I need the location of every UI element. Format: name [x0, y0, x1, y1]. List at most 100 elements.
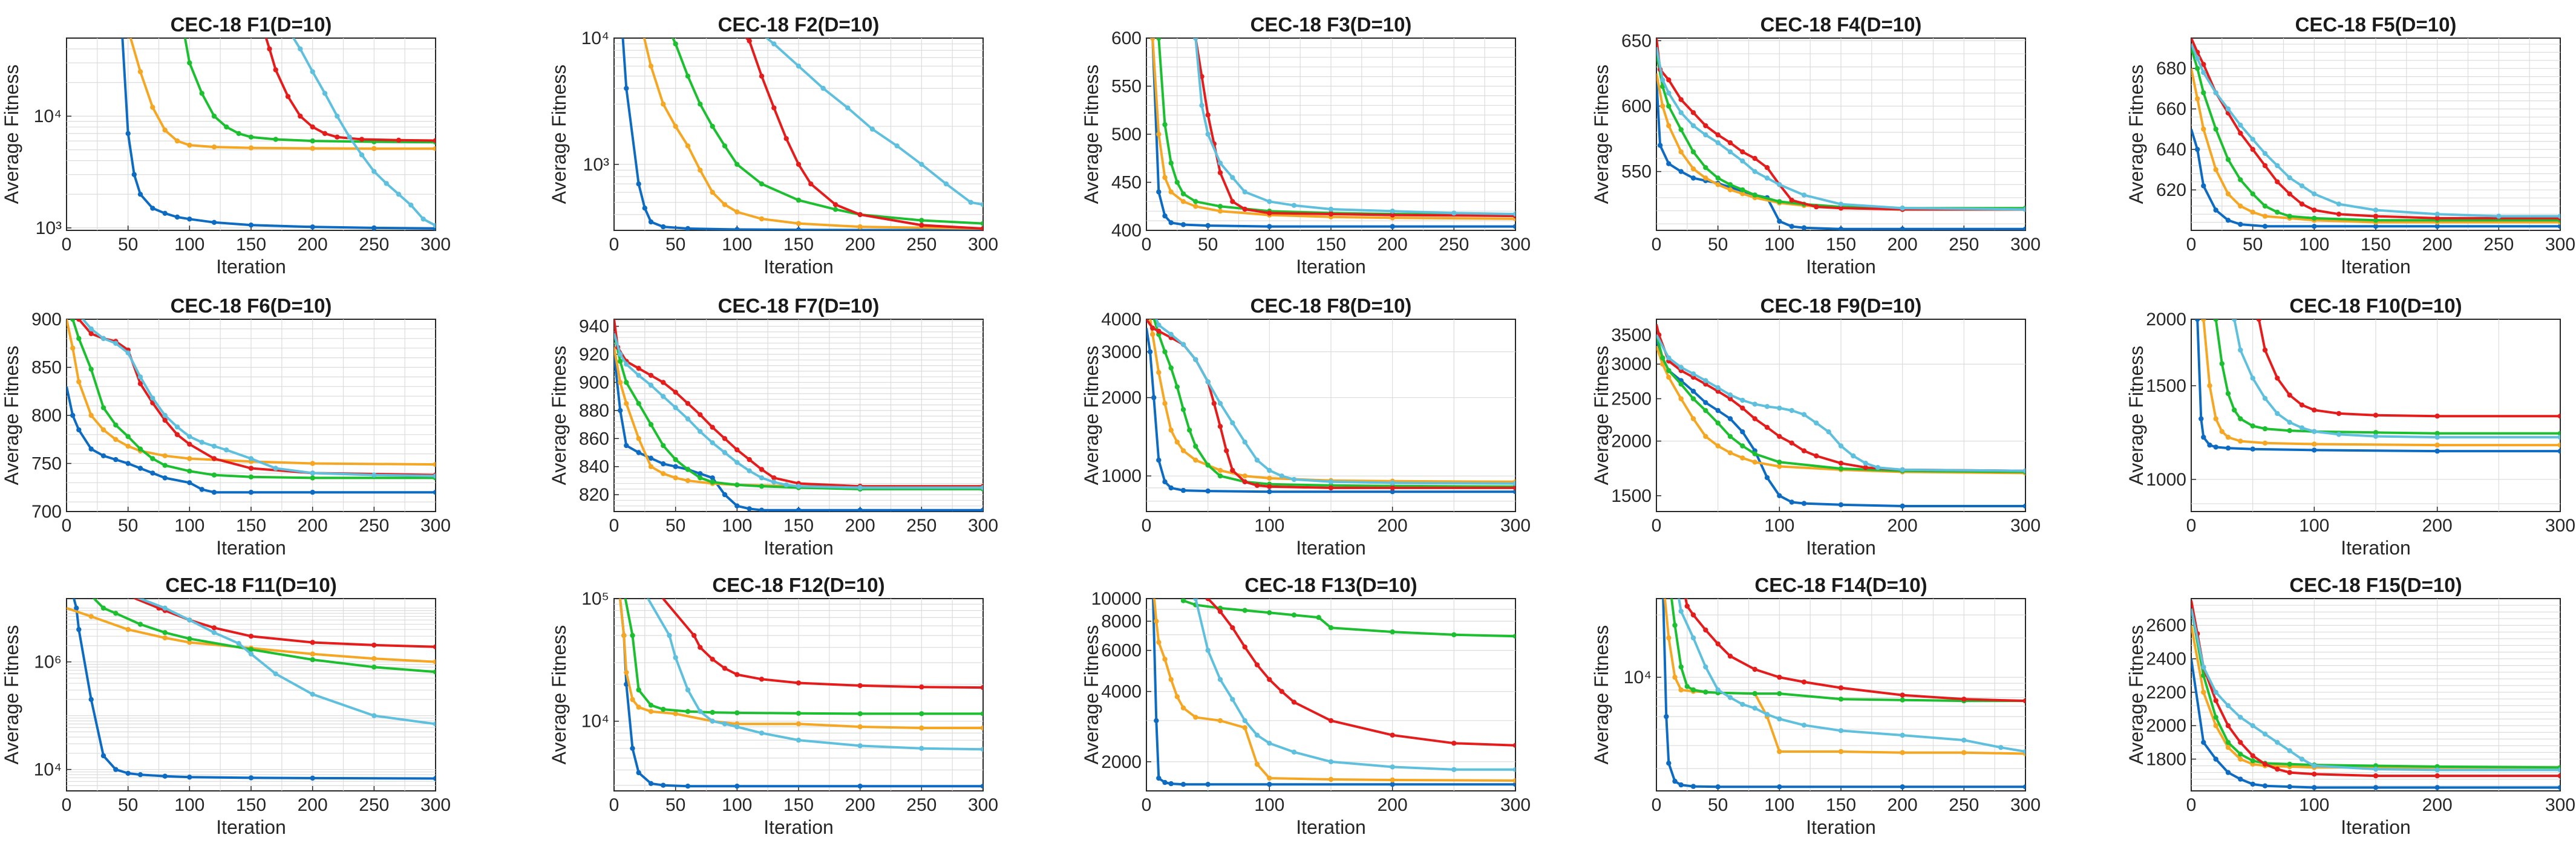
- data-point-orange: [1740, 191, 1745, 197]
- data-point-green: [2213, 715, 2218, 720]
- data-point-orange: [1180, 705, 1186, 711]
- data-point-green: [1660, 355, 1666, 361]
- data-point-cyan: [1764, 404, 1770, 409]
- series-line-orange: [2191, 625, 2560, 769]
- data-point-blue: [648, 219, 654, 225]
- data-point-red: [1230, 467, 1235, 473]
- data-point-cyan: [100, 336, 106, 341]
- data-point-orange: [1740, 455, 1745, 461]
- data-point-red: [1838, 460, 1844, 466]
- data-point-red: [1267, 677, 1272, 683]
- data-point-green: [1316, 615, 1321, 620]
- data-point-green: [685, 709, 691, 714]
- data-point-blue: [1154, 718, 1159, 724]
- chart-8: 0 100 200 300 1000 2000 3000 4000 Iteration Avera…: [1080, 294, 1531, 559]
- data-point-red: [211, 625, 217, 631]
- data-point-green: [832, 207, 839, 212]
- data-point-cyan: [869, 126, 875, 132]
- data-point-red: [2336, 212, 2342, 217]
- data-point-cyan: [1217, 401, 1223, 406]
- data-point-blue: [1205, 223, 1211, 229]
- y-tick-label: 2000: [2146, 716, 2186, 736]
- data-point-red: [1814, 204, 1819, 210]
- data-point-cyan: [1328, 206, 1334, 212]
- x-tick-label: 300: [2545, 516, 2575, 536]
- x-tick-label: 250: [1949, 235, 1979, 255]
- series-group: [67, 599, 436, 781]
- x-tick-label: 100: [1764, 235, 1794, 255]
- data-point-green: [2250, 758, 2255, 764]
- data-point-blue: [88, 697, 94, 703]
- data-point-orange: [1690, 416, 1696, 421]
- data-point-orange: [2262, 440, 2268, 446]
- data-point-cyan: [1961, 737, 1967, 743]
- data-point-cyan: [1660, 77, 1666, 83]
- data-point-orange: [125, 443, 131, 449]
- data-point-green: [371, 665, 377, 670]
- series-line-blue: [1151, 38, 1515, 228]
- data-point-cyan: [1205, 379, 1211, 385]
- data-point-green: [248, 646, 254, 652]
- data-point-green: [1715, 175, 1721, 181]
- x-tick-label: 150: [1316, 235, 1346, 255]
- data-point-green: [636, 401, 641, 406]
- y-tick-label: 940: [579, 317, 609, 337]
- x-tick-label: 0: [609, 795, 619, 815]
- data-point-red: [919, 684, 924, 690]
- x-axis-label: Iteration: [1296, 256, 1366, 278]
- data-point-cyan: [1801, 412, 1807, 417]
- data-point-cyan: [371, 169, 377, 174]
- data-point-orange: [1242, 725, 1247, 730]
- data-point-green: [734, 710, 740, 716]
- data-point-orange: [1961, 750, 1967, 755]
- data-point-green: [273, 137, 278, 142]
- data-point-green: [1291, 613, 1297, 618]
- data-point-cyan: [2312, 191, 2317, 197]
- data-point-green: [1752, 451, 1757, 457]
- y-tick-label: 2600: [2146, 616, 2186, 635]
- data-point-cyan: [199, 440, 204, 445]
- data-point-cyan: [685, 687, 691, 693]
- data-point-red: [1789, 198, 1794, 203]
- data-point-blue: [2262, 783, 2268, 788]
- data-point-blue: [1512, 489, 1515, 495]
- data-point-red: [310, 124, 315, 130]
- data-point-cyan: [1715, 385, 1721, 391]
- data-point-green: [1328, 625, 1334, 631]
- x-tick-label: 200: [298, 516, 328, 536]
- data-point-green: [1187, 427, 1192, 433]
- y-axis-label: Average Fitness: [1080, 65, 1102, 204]
- data-point-blue: [248, 775, 254, 781]
- x-tick-label: 300: [420, 795, 451, 815]
- series-group: [121, 38, 436, 230]
- x-tick-label: 200: [298, 235, 328, 255]
- data-point-cyan: [310, 69, 315, 74]
- data-point-red: [88, 331, 94, 336]
- series-line-green: [92, 599, 436, 674]
- data-point-cyan: [1254, 457, 1260, 463]
- data-point-red: [1801, 679, 1807, 685]
- x-tick-label: 250: [906, 516, 937, 536]
- data-point-cyan: [2201, 70, 2206, 76]
- data-point-red: [1199, 74, 1205, 79]
- x-axis-label: Iteration: [216, 537, 286, 559]
- x-axis-label: Iteration: [1806, 816, 1876, 838]
- data-point-red: [759, 677, 765, 682]
- data-point-green: [919, 218, 924, 223]
- y-tick-label: 10⁴: [34, 106, 62, 126]
- data-point-blue: [1764, 475, 1770, 481]
- data-point-green: [710, 710, 715, 715]
- y-tick-label: 3500: [1611, 325, 1652, 345]
- grid: [1656, 319, 2025, 512]
- data-point-green: [2275, 209, 2280, 215]
- data-point-orange: [796, 721, 802, 727]
- chart-1: 0 50 100 150 200 250 300 10³ 10⁴ Iteration Average…: [1, 13, 451, 278]
- data-point-green: [1451, 632, 1457, 638]
- data-point-cyan: [2022, 207, 2025, 212]
- data-point-blue: [1838, 502, 1844, 507]
- data-point-orange: [1328, 776, 1334, 782]
- x-tick-label: 300: [968, 235, 998, 255]
- data-point-cyan: [2312, 429, 2317, 434]
- x-tick-label: 100: [2299, 795, 2329, 815]
- x-tick-label: 0: [62, 516, 72, 536]
